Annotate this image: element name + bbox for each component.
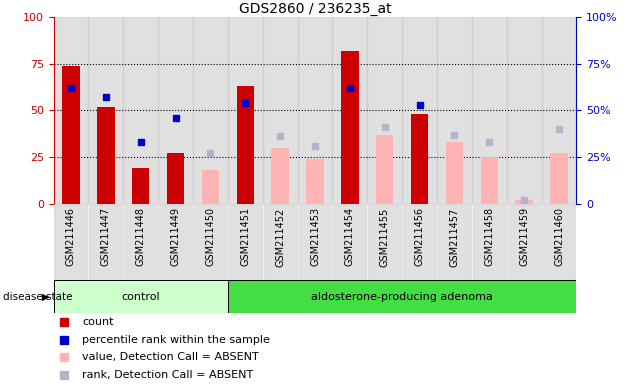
Text: GSM211455: GSM211455 <box>380 207 390 266</box>
Bar <box>437 17 472 204</box>
Bar <box>158 204 193 280</box>
FancyBboxPatch shape <box>228 280 576 313</box>
Bar <box>367 17 402 204</box>
Bar <box>88 17 123 204</box>
Text: GSM211453: GSM211453 <box>310 207 320 266</box>
FancyBboxPatch shape <box>54 280 228 313</box>
Text: value, Detection Call = ABSENT: value, Detection Call = ABSENT <box>83 353 259 362</box>
Bar <box>333 204 367 280</box>
Bar <box>306 159 324 204</box>
Bar <box>402 17 437 204</box>
Text: GSM211450: GSM211450 <box>205 207 215 266</box>
Text: GSM211451: GSM211451 <box>240 207 250 266</box>
Bar <box>228 17 263 204</box>
Bar <box>481 157 498 204</box>
Bar <box>158 17 193 204</box>
Text: percentile rank within the sample: percentile rank within the sample <box>83 334 270 344</box>
Bar <box>472 17 507 204</box>
Text: rank, Detection Call = ABSENT: rank, Detection Call = ABSENT <box>83 370 253 380</box>
Bar <box>263 17 297 204</box>
Bar <box>123 17 158 204</box>
Bar <box>228 204 263 280</box>
Bar <box>507 17 542 204</box>
Bar <box>515 200 533 204</box>
Title: GDS2860 / 236235_at: GDS2860 / 236235_at <box>239 2 391 16</box>
Bar <box>333 17 367 204</box>
Text: count: count <box>83 317 114 327</box>
Bar <box>263 204 297 280</box>
Bar <box>123 204 158 280</box>
Text: GSM211449: GSM211449 <box>171 207 181 266</box>
Bar <box>297 17 333 204</box>
Text: GSM211459: GSM211459 <box>519 207 529 266</box>
Text: GSM211456: GSM211456 <box>415 207 425 266</box>
Bar <box>542 17 576 204</box>
Bar <box>437 204 472 280</box>
Bar <box>272 148 289 204</box>
Text: ▶: ▶ <box>42 291 50 302</box>
Bar <box>202 170 219 204</box>
Bar <box>411 114 428 204</box>
Bar <box>97 107 115 204</box>
Text: GSM211460: GSM211460 <box>554 207 564 266</box>
Text: GSM211448: GSM211448 <box>135 207 146 266</box>
Bar <box>193 17 228 204</box>
Text: GSM211458: GSM211458 <box>484 207 495 266</box>
Text: GSM211447: GSM211447 <box>101 207 111 266</box>
Bar <box>297 204 333 280</box>
Bar <box>88 204 123 280</box>
Bar <box>472 204 507 280</box>
Text: control: control <box>122 291 160 302</box>
Bar <box>62 66 79 204</box>
Bar <box>507 204 542 280</box>
Bar <box>193 204 228 280</box>
Bar <box>54 17 88 204</box>
Text: GSM211452: GSM211452 <box>275 207 285 266</box>
Text: GSM211454: GSM211454 <box>345 207 355 266</box>
Bar <box>402 204 437 280</box>
Text: GSM211446: GSM211446 <box>66 207 76 266</box>
Bar <box>551 153 568 204</box>
Bar <box>542 204 576 280</box>
Bar <box>54 204 88 280</box>
Text: GSM211457: GSM211457 <box>449 207 459 266</box>
Bar <box>237 86 254 204</box>
Bar <box>446 142 463 204</box>
Bar <box>341 51 358 204</box>
Text: aldosterone-producing adenoma: aldosterone-producing adenoma <box>311 291 493 302</box>
Text: disease state: disease state <box>3 291 72 302</box>
Bar <box>367 204 402 280</box>
Bar <box>167 153 185 204</box>
Bar <box>376 135 393 204</box>
Bar <box>132 168 149 204</box>
